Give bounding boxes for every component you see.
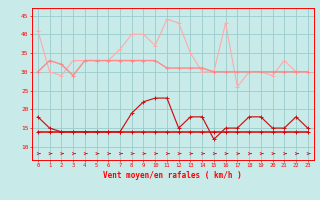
X-axis label: Vent moyen/en rafales ( km/h ): Vent moyen/en rafales ( km/h )	[103, 171, 242, 180]
